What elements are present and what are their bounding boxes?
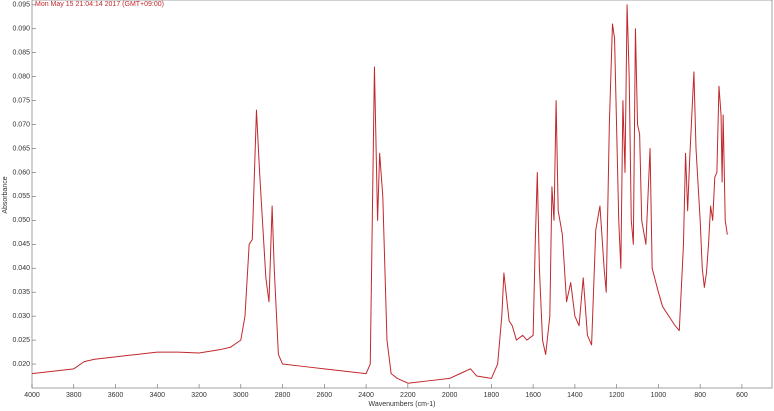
- x-tick-label: 1400: [567, 392, 583, 399]
- y-tick-label: 0.075: [12, 97, 30, 104]
- y-tick-label: 0.060: [12, 169, 30, 176]
- x-tick-label: 2400: [358, 392, 374, 399]
- y-tick-label: 0.070: [12, 121, 30, 128]
- x-tick-label: 1200: [609, 392, 625, 399]
- y-tick-label: 0.055: [12, 193, 30, 200]
- x-tick-label: 3800: [66, 392, 82, 399]
- spectrum-line: [31, 4, 728, 384]
- y-tick-label: 0.020: [12, 361, 30, 368]
- y-tick-label: 0.095: [12, 2, 30, 9]
- y-axis-label: Absorbance: [2, 176, 9, 213]
- y-tick-label: 0.035: [12, 289, 30, 296]
- y-tick-label: 0.030: [12, 313, 30, 320]
- x-tick-label: 3600: [108, 392, 124, 399]
- x-tick-label: 2000: [442, 392, 458, 399]
- x-tick-label: 3000: [233, 392, 249, 399]
- x-tick-label: 3400: [149, 392, 165, 399]
- plot-frame: [31, 0, 773, 389]
- y-tick-label: 0.050: [12, 217, 30, 224]
- x-tick-label: 2600: [317, 392, 333, 399]
- y-tick-label: 0.065: [12, 145, 30, 152]
- y-tick-label: 0.090: [12, 26, 30, 33]
- x-tick-label: 1000: [651, 392, 667, 399]
- x-axis-label: Wavenumbers (cm-1): [368, 401, 435, 408]
- y-tick-label: 0.045: [12, 241, 30, 248]
- x-tick-label: 2800: [275, 392, 291, 399]
- y-tick-label: 0.085: [12, 50, 30, 57]
- x-tick-label: 1600: [525, 392, 541, 399]
- y-tick-label: 0.080: [12, 73, 30, 80]
- x-tick-label: 600: [736, 392, 748, 399]
- y-tick-label: 0.025: [12, 337, 30, 344]
- x-tick-label: 4000: [24, 392, 40, 399]
- chart-title: Mon May 15 21:04:14 2017 (GMT+09:00): [35, 1, 164, 8]
- x-tick-label: 800: [694, 392, 706, 399]
- x-tick-label: 1800: [484, 392, 500, 399]
- x-tick-label: 2200: [400, 392, 416, 399]
- x-tick-label: 3200: [191, 392, 207, 399]
- y-tick-label: 0.040: [12, 265, 30, 272]
